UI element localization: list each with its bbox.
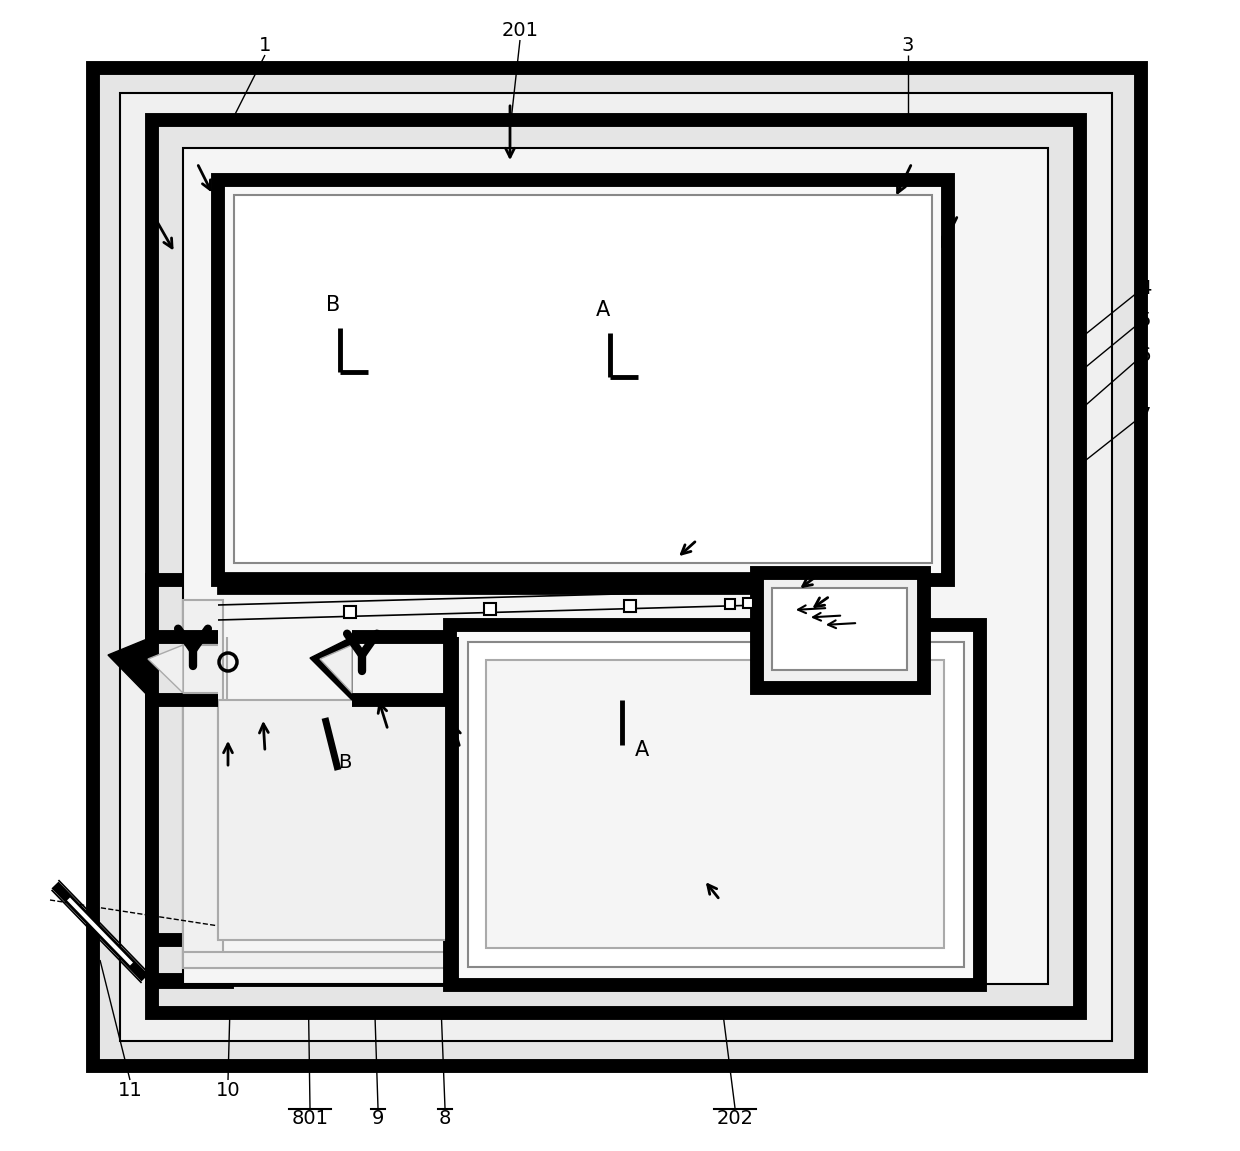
Bar <box>93 68 1141 1066</box>
Text: 201: 201 <box>501 21 538 39</box>
Text: 8: 8 <box>439 1108 451 1128</box>
Text: 9: 9 <box>372 1108 384 1128</box>
Bar <box>743 599 753 608</box>
Text: 5: 5 <box>1138 311 1151 329</box>
Text: 801: 801 <box>291 1108 329 1128</box>
Bar <box>153 580 227 982</box>
Text: A: A <box>635 740 649 760</box>
Text: B: B <box>339 753 352 771</box>
Text: 10: 10 <box>216 1081 241 1099</box>
Bar <box>725 599 735 609</box>
Bar <box>756 573 924 688</box>
Bar <box>184 148 1048 984</box>
Bar <box>343 605 356 618</box>
Text: 1: 1 <box>259 36 272 54</box>
Polygon shape <box>148 645 184 693</box>
Bar <box>218 700 453 940</box>
Bar <box>486 660 944 948</box>
Text: B: B <box>326 295 340 315</box>
Bar <box>450 625 980 985</box>
Text: 6: 6 <box>1138 345 1151 365</box>
Bar <box>153 940 460 980</box>
Bar <box>184 600 223 962</box>
Polygon shape <box>320 645 352 693</box>
Text: 7: 7 <box>1138 405 1151 425</box>
Bar <box>153 120 1080 1013</box>
Bar <box>624 600 636 612</box>
Bar <box>218 180 949 580</box>
Polygon shape <box>310 637 352 700</box>
Text: 4: 4 <box>1138 279 1151 297</box>
Bar <box>234 195 932 563</box>
Bar <box>184 952 451 968</box>
Text: 202: 202 <box>717 1108 754 1128</box>
Bar <box>120 93 1112 1041</box>
Text: 3: 3 <box>901 36 914 54</box>
Bar <box>484 603 496 615</box>
Bar <box>218 573 760 593</box>
Text: 11: 11 <box>118 1081 143 1099</box>
Bar <box>467 642 963 967</box>
Text: A: A <box>596 300 610 320</box>
Bar <box>773 588 906 670</box>
Polygon shape <box>108 637 153 700</box>
